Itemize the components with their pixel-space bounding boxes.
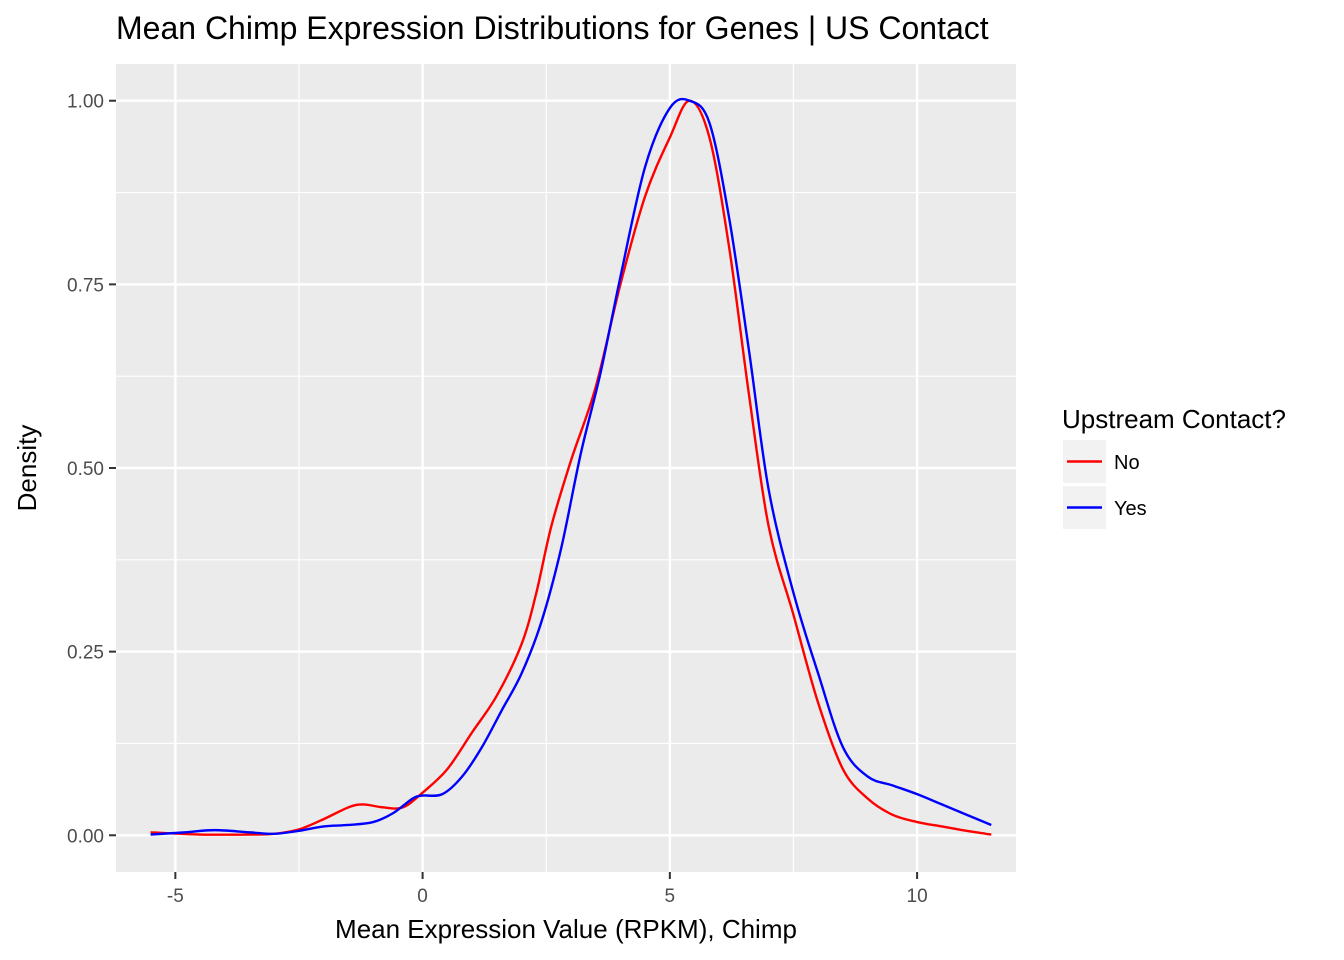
y-tick-label: 0.50 <box>67 459 104 480</box>
legend-item-no: No <box>1063 440 1140 483</box>
legend-label: No <box>1114 452 1140 474</box>
y-axis-title: Density <box>12 425 42 512</box>
major-gridlines <box>116 64 1016 872</box>
legend-title: Upstream Contact? <box>1062 404 1286 434</box>
x-tick-label: 10 <box>907 886 928 907</box>
series-lines <box>150 97 992 836</box>
legend: Upstream Contact? No Yes <box>1062 404 1286 529</box>
y-tick-label: 1.00 <box>67 92 104 113</box>
x-tick-label: 5 <box>665 886 676 907</box>
series-line-yes <box>150 97 992 836</box>
x-axis-title: Mean Expression Value (RPKM), Chimp <box>335 914 797 944</box>
x-tick-label: -5 <box>167 886 184 907</box>
x-axis: -5 0 5 10 <box>167 872 928 907</box>
plot-panel <box>116 64 1016 872</box>
legend-label: Yes <box>1114 498 1147 520</box>
y-tick-label: 0.25 <box>67 643 104 664</box>
x-tick-label: 0 <box>417 886 428 907</box>
chart-title: Mean Chimp Expression Distributions for … <box>116 10 989 46</box>
legend-item-yes: Yes <box>1063 486 1147 529</box>
y-tick-label: 0.00 <box>67 826 104 847</box>
y-axis: 0.00 0.25 0.50 0.75 1.00 <box>67 92 116 847</box>
y-tick-label: 0.75 <box>67 275 104 296</box>
